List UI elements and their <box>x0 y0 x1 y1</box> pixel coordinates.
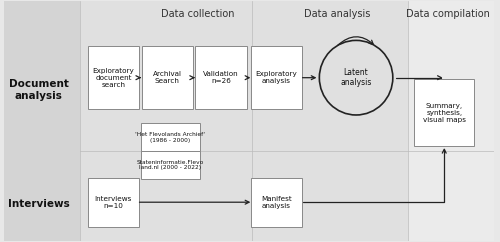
Text: Interviews: Interviews <box>8 199 70 209</box>
FancyBboxPatch shape <box>252 1 408 241</box>
Text: Latent
analysis: Latent analysis <box>340 68 372 87</box>
Text: Stateninformatie.Flevo
land.nl (2000 - 2022): Stateninformatie.Flevo land.nl (2000 - 2… <box>137 159 204 170</box>
FancyBboxPatch shape <box>80 1 252 241</box>
FancyBboxPatch shape <box>414 79 474 146</box>
Text: Data compilation: Data compilation <box>406 9 489 19</box>
FancyBboxPatch shape <box>88 178 139 227</box>
Text: Exploratory
analysis: Exploratory analysis <box>256 71 298 84</box>
Text: Manifest
analysis: Manifest analysis <box>261 196 292 209</box>
FancyBboxPatch shape <box>408 1 494 241</box>
Text: Data analysis: Data analysis <box>304 9 370 19</box>
Text: Summary,
synthesis,
visual maps: Summary, synthesis, visual maps <box>422 103 466 123</box>
Text: Document
analysis: Document analysis <box>9 79 68 100</box>
Text: 'Het Flevolands Archief'
(1986 - 2000): 'Het Flevolands Archief' (1986 - 2000) <box>136 132 206 143</box>
Text: Data collection: Data collection <box>161 9 234 19</box>
FancyBboxPatch shape <box>142 46 193 109</box>
FancyBboxPatch shape <box>251 178 302 227</box>
FancyBboxPatch shape <box>140 123 200 151</box>
FancyBboxPatch shape <box>196 46 247 109</box>
FancyBboxPatch shape <box>4 1 80 241</box>
Text: Interviews
n=10: Interviews n=10 <box>94 196 132 209</box>
FancyBboxPatch shape <box>251 46 302 109</box>
Text: Archival
Search: Archival Search <box>153 71 182 84</box>
Text: Validation
n=26: Validation n=26 <box>204 71 239 84</box>
FancyBboxPatch shape <box>140 151 200 179</box>
FancyBboxPatch shape <box>88 46 139 109</box>
Text: Exploratory
document
search: Exploratory document search <box>92 68 134 88</box>
